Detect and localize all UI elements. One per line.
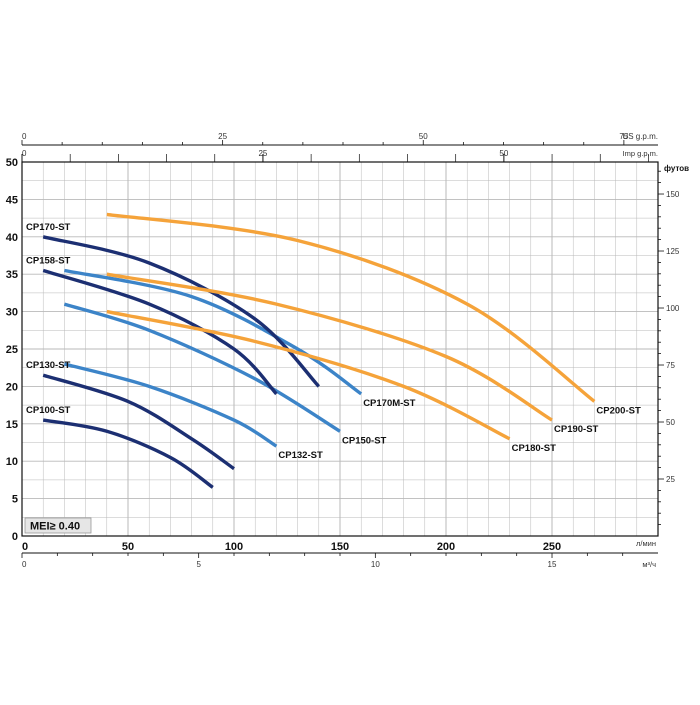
- y-tick-label-m: 20: [6, 381, 18, 393]
- us-gpm-tick-label: 0: [22, 132, 27, 141]
- mei-text: MEI≥ 0.40: [30, 521, 80, 533]
- mei-box: [24, 517, 92, 534]
- curve-cp130-st: [42, 373, 235, 471]
- series-label: CP100-ST: [26, 405, 71, 416]
- y-tick-label-m: 15: [6, 419, 18, 431]
- y-tick-label-ft: 100: [666, 304, 680, 313]
- imp-gpm-tick-label: 25: [258, 149, 267, 158]
- mei-annotation: MEI≥ 0.40: [24, 517, 92, 534]
- x-tick-label-lpm: 200: [437, 541, 455, 553]
- series-label: CP190-ST: [554, 424, 599, 435]
- curve-cp170m-st: [64, 268, 363, 396]
- curve-cp132-st: [63, 362, 278, 448]
- curve-cp200-st: [106, 212, 596, 403]
- series-group: [42, 212, 596, 489]
- m3h-tick-label: 15: [548, 560, 557, 569]
- m3h-unit-label: м³/ч: [642, 560, 656, 569]
- x-tick-label-lpm: 100: [225, 541, 243, 553]
- m3h-tick-label: 10: [371, 560, 380, 569]
- series-label: CP150-ST: [342, 435, 387, 446]
- plot-frame: [21, 161, 659, 537]
- y-tick-label-m: 50: [6, 157, 18, 169]
- curve-cp100-st: [42, 418, 214, 489]
- curve-cp150-st: [63, 302, 341, 433]
- series-label: CP158-ST: [26, 255, 71, 266]
- m3h-tick-label: 5: [196, 560, 201, 569]
- y-tick-label-ft: 50: [666, 418, 675, 427]
- x-tick-label-lpm: 50: [122, 541, 134, 553]
- curve-cp180-st: [106, 309, 511, 441]
- y-tick-label-ft: 25: [666, 475, 675, 484]
- x-tick-label-lpm: 250: [543, 541, 561, 553]
- imp-gpm-unit-label: Imp g.p.m.: [623, 149, 658, 158]
- y-tick-label-ft: 125: [666, 247, 680, 256]
- m3h-tick-label: 0: [22, 560, 27, 569]
- y-tick-label-ft: 75: [666, 361, 675, 370]
- y-tick-label-m: 10: [6, 456, 18, 468]
- x-tick-label-lpm: 150: [331, 541, 349, 553]
- us-gpm-tick-label: 25: [218, 132, 227, 141]
- series-label: CP180-ST: [512, 443, 557, 454]
- lpm-unit-label: л/мин: [636, 539, 656, 548]
- y-tick-label-m: 40: [6, 232, 18, 244]
- y-tick-label-m: 0: [12, 531, 18, 543]
- curve-cp170-st: [42, 235, 321, 388]
- series-label: CP130-ST: [26, 360, 71, 371]
- imp-gpm-tick-label: 50: [499, 149, 508, 158]
- y-tick-label-m: 30: [6, 307, 18, 319]
- y-tick-label-m: 45: [6, 194, 18, 206]
- imp-gpm-tick-label: 0: [22, 149, 27, 158]
- curve-cp158-st: [42, 268, 278, 396]
- us-gpm-tick-label: 75: [619, 132, 628, 141]
- series-label: CP132-ST: [278, 450, 323, 461]
- series-label: CP200-ST: [596, 405, 641, 416]
- y-tick-label-m: 5: [12, 494, 18, 506]
- us-gpm-tick-label: 50: [419, 132, 428, 141]
- y-tick-label-m: 35: [6, 269, 18, 281]
- grid: [21, 161, 659, 537]
- ft-unit-label: футов: [664, 164, 689, 173]
- curve-cp190-st: [106, 272, 553, 422]
- y-tick-label-ft: 150: [666, 190, 680, 199]
- series-label: CP170M-ST: [363, 398, 415, 409]
- series-labels: CP100-ST CP130-ST CP132-ST CP150-ST CP158-ST…: [26, 222, 641, 461]
- x-tick-label-lpm: 0: [22, 541, 28, 553]
- y-tick-label-m: 25: [6, 344, 18, 356]
- series-label: CP170-ST: [26, 222, 71, 233]
- us-gpm-unit-label: US g.p.m.: [622, 132, 658, 141]
